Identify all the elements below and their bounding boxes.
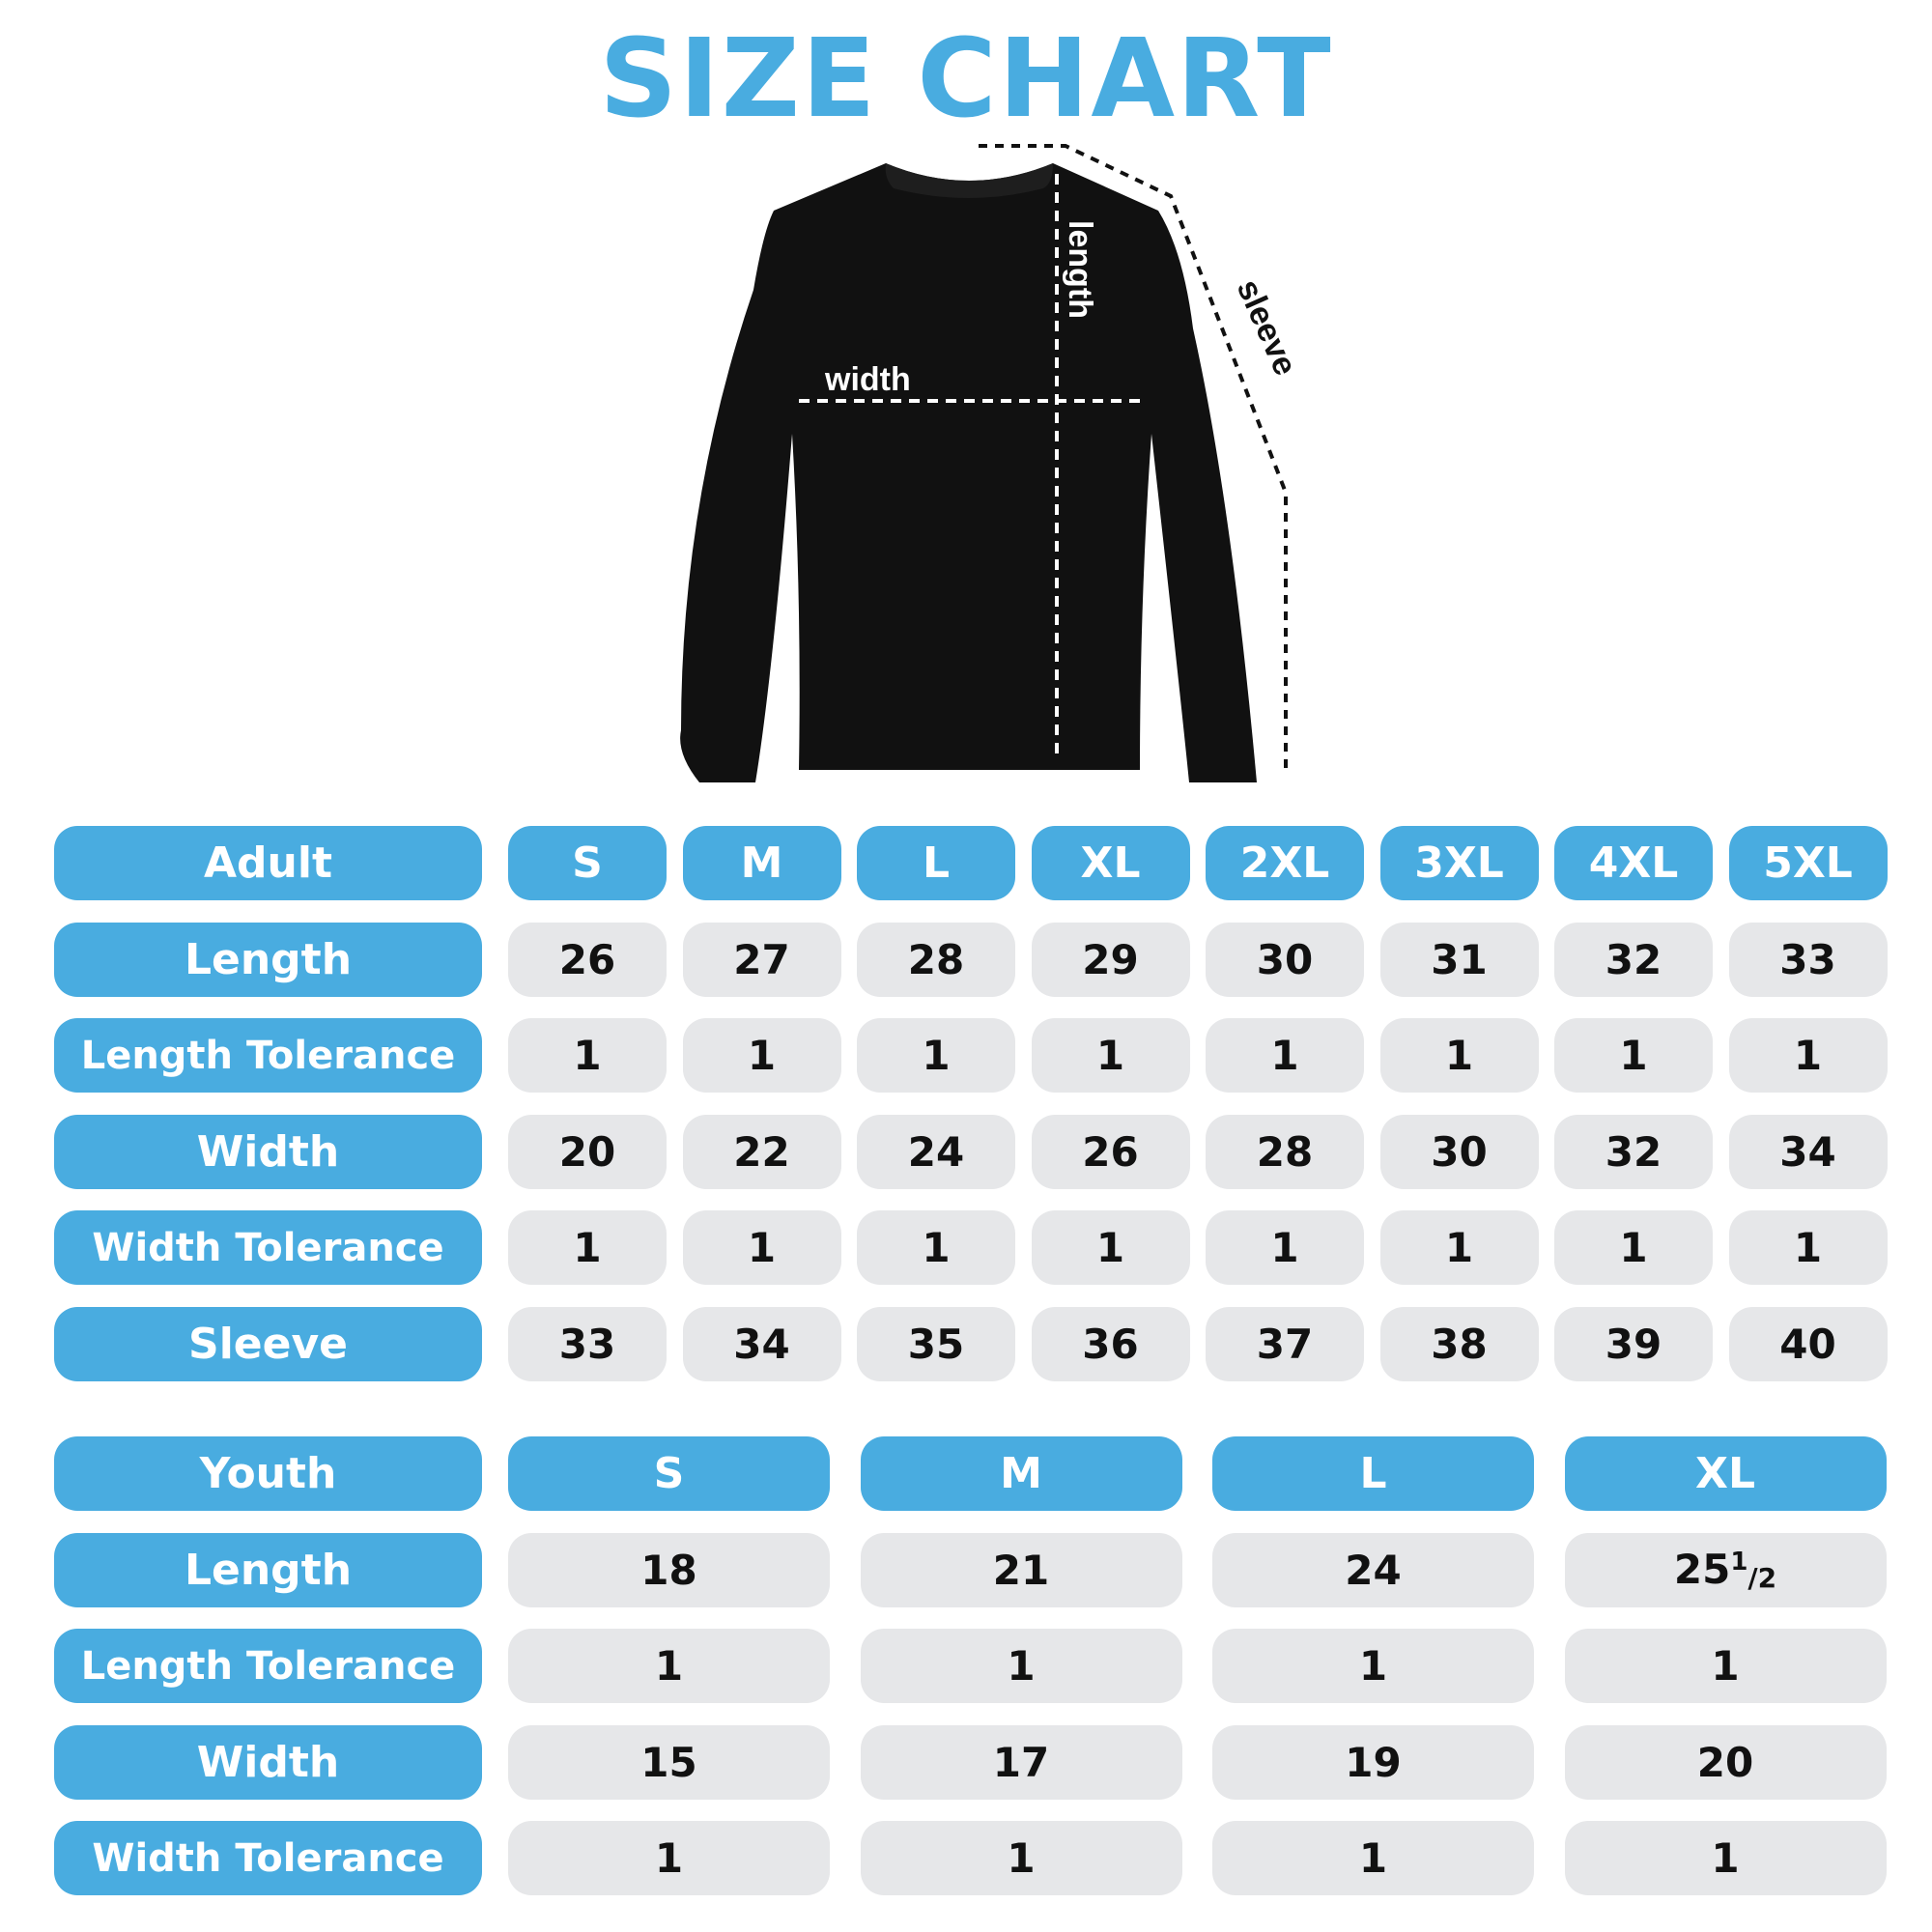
- adult-value-cell: 1: [508, 1018, 667, 1094]
- adult-value-cell: 1: [1554, 1018, 1713, 1094]
- adult-value-cell: 1: [1554, 1210, 1713, 1286]
- youth-value-cell: 18: [508, 1532, 830, 1607]
- length-label: length: [1062, 220, 1098, 319]
- adult-size-header: 5XL: [1728, 826, 1888, 900]
- sleeve-measure-line: [979, 144, 1288, 774]
- numerator: 1: [1730, 1548, 1748, 1577]
- youth-size-header: L: [1212, 1436, 1534, 1511]
- youth-size-header: S: [508, 1436, 830, 1511]
- youth-value-cell: 1: [1564, 1821, 1887, 1896]
- adult-value-cell: 1: [1379, 1210, 1539, 1286]
- adult-value-cell: 1: [508, 1210, 667, 1286]
- fraction-slash: /: [1747, 1562, 1758, 1595]
- youth-value-cell: 24: [1212, 1532, 1534, 1607]
- youth-row-label: Length Tolerance: [54, 1629, 482, 1704]
- adult-value-cell: 33: [508, 1307, 667, 1381]
- youth-value-cell: 20: [1564, 1724, 1887, 1800]
- adult-size-header: L: [857, 826, 1015, 900]
- adult-value-cell: 33: [1728, 922, 1888, 997]
- youth-value-cell: 15: [508, 1724, 830, 1800]
- adult-size-header: 3XL: [1379, 826, 1539, 900]
- adult-value-cell: 40: [1728, 1307, 1888, 1381]
- youth-value-cell: 1: [508, 1821, 830, 1896]
- youth-value-cell: 1: [1564, 1629, 1887, 1704]
- adult-value-cell: 1: [1728, 1018, 1888, 1094]
- youth-size-header: XL: [1564, 1436, 1887, 1511]
- adult-value-cell: 26: [1031, 1114, 1190, 1189]
- adult-size-header: S: [508, 826, 667, 900]
- sweatshirt-image: [680, 163, 1257, 782]
- youth-value-cell: 17: [860, 1724, 1182, 1800]
- adult-row-label: Length Tolerance: [54, 1018, 482, 1094]
- adult-value-cell: 27: [682, 922, 841, 997]
- youth-value-cell: 251/2: [1564, 1532, 1887, 1607]
- whole-part: 25: [1673, 1546, 1731, 1594]
- adult-value-cell: 32: [1554, 922, 1713, 997]
- youth-size-header: M: [860, 1436, 1182, 1511]
- adult-value-cell: 1: [682, 1018, 841, 1094]
- adult-value-cell: 32: [1554, 1114, 1713, 1189]
- adult-value-cell: 30: [1379, 1114, 1539, 1189]
- adult-value-cell: 24: [857, 1114, 1015, 1189]
- adult-value-cell: 34: [1728, 1114, 1888, 1189]
- denominator: 2: [1757, 1562, 1777, 1595]
- adult-value-cell: 35: [857, 1307, 1015, 1381]
- adult-header-label: Adult: [54, 826, 482, 900]
- adult-value-cell: 28: [1206, 1114, 1364, 1189]
- adult-value-cell: 1: [1379, 1018, 1539, 1094]
- youth-value-cell: 19: [1212, 1724, 1534, 1800]
- collar: [885, 163, 1053, 198]
- adult-size-header: M: [682, 826, 841, 900]
- adult-row-label: Length: [54, 922, 482, 997]
- adult-value-cell: 30: [1206, 922, 1364, 997]
- adult-size-header: 2XL: [1206, 826, 1364, 900]
- adult-value-cell: 1: [1031, 1210, 1190, 1286]
- youth-row-label: Width: [54, 1724, 482, 1800]
- youth-value-cell: 1: [1212, 1629, 1534, 1704]
- adult-size-header: 4XL: [1554, 826, 1713, 900]
- fraction-value: 251/2: [1674, 1546, 1776, 1594]
- adult-value-cell: 31: [1379, 922, 1539, 997]
- adult-value-cell: 1: [857, 1210, 1015, 1286]
- page-title: SIZE CHART: [599, 16, 1333, 142]
- sweatshirt-diagram: width length sleeve: [680, 144, 1304, 782]
- adult-value-cell: 22: [682, 1114, 841, 1189]
- adult-value-cell: 1: [682, 1210, 841, 1286]
- adult-value-cell: 36: [1031, 1307, 1190, 1381]
- adult-value-cell: 26: [508, 922, 667, 997]
- adult-value-cell: 38: [1379, 1307, 1539, 1381]
- adult-value-cell: 1: [857, 1018, 1015, 1094]
- adult-value-cell: 1: [1206, 1210, 1364, 1286]
- adult-value-cell: 28: [857, 922, 1015, 997]
- sleeve-label: sleeve: [1230, 274, 1304, 381]
- adult-value-cell: 20: [508, 1114, 667, 1189]
- adult-size-header: XL: [1031, 826, 1190, 900]
- adult-row-label: Width: [54, 1114, 482, 1189]
- adult-value-cell: 37: [1206, 1307, 1364, 1381]
- youth-value-cell: 1: [508, 1629, 830, 1704]
- adult-row-label: Sleeve: [54, 1307, 482, 1381]
- width-label: width: [824, 361, 911, 398]
- adult-value-cell: 34: [682, 1307, 841, 1381]
- youth-value-cell: 21: [860, 1532, 1182, 1607]
- youth-row-label: Width Tolerance: [54, 1821, 482, 1896]
- youth-value-cell: 1: [860, 1821, 1182, 1896]
- adult-value-cell: 39: [1554, 1307, 1713, 1381]
- adult-value-cell: 29: [1031, 922, 1190, 997]
- youth-header-label: Youth: [54, 1436, 482, 1511]
- youth-row-label: Length: [54, 1532, 482, 1607]
- adult-value-cell: 1: [1206, 1018, 1364, 1094]
- adult-value-cell: 1: [1031, 1018, 1190, 1094]
- adult-value-cell: 1: [1728, 1210, 1888, 1286]
- adult-row-label: Width Tolerance: [54, 1210, 482, 1286]
- youth-value-cell: 1: [1212, 1821, 1534, 1896]
- youth-value-cell: 1: [860, 1629, 1182, 1704]
